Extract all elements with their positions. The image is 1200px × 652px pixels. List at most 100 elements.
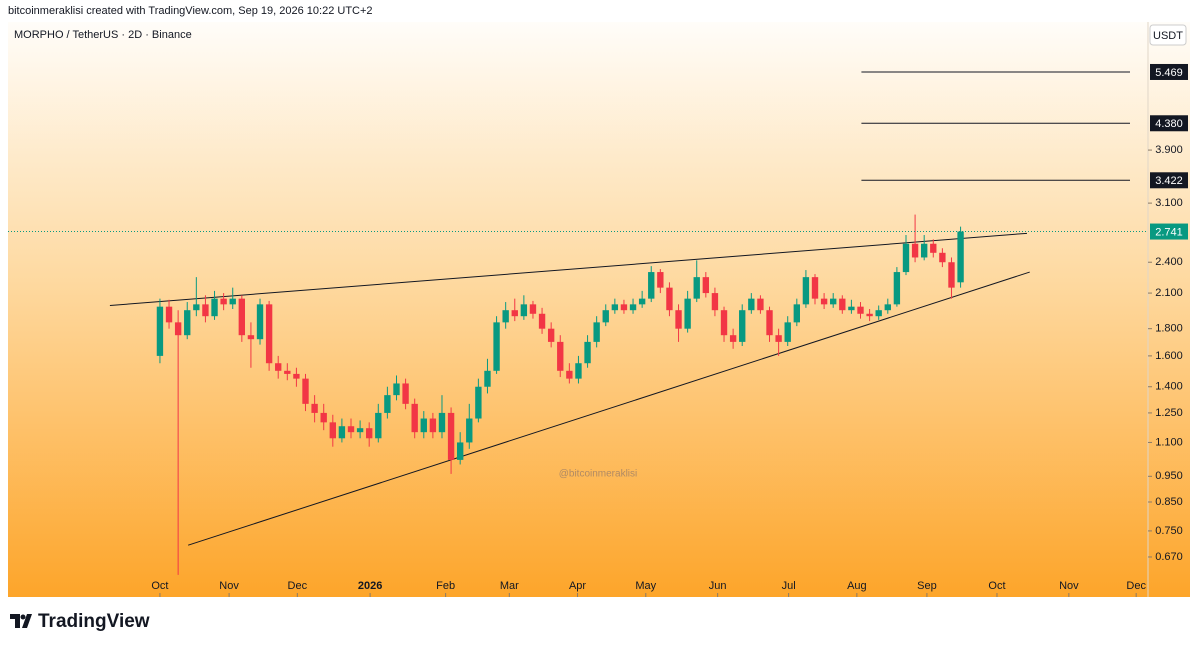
candle-body xyxy=(811,277,819,299)
y-tick-label: 1.800 xyxy=(1155,323,1183,335)
candle-body xyxy=(475,386,482,419)
x-tick-label: Oct xyxy=(988,580,1005,592)
candle-body xyxy=(293,373,300,379)
candle-body xyxy=(693,277,700,299)
candle-body xyxy=(557,341,564,371)
candle-body xyxy=(611,304,619,311)
candle-body xyxy=(384,395,391,413)
level-label: 5.469 xyxy=(1155,67,1183,79)
candle-body xyxy=(184,310,191,336)
symbol-label: MORPHO / TetherUS · 2D · Binance xyxy=(14,29,192,41)
candle-body xyxy=(165,306,173,323)
candle-body xyxy=(547,328,555,342)
candle-body xyxy=(566,370,573,379)
candle-body xyxy=(720,310,728,336)
x-tick-label: Dec xyxy=(1126,580,1146,592)
candle-body xyxy=(757,298,764,311)
candle-body xyxy=(911,243,919,258)
candle-body xyxy=(402,383,409,404)
y-tick-label: 1.250 xyxy=(1155,407,1183,419)
candle-body xyxy=(393,383,400,396)
candle-body xyxy=(193,304,200,311)
x-tick-label: Feb xyxy=(436,580,455,592)
candle-body xyxy=(629,304,637,311)
candle-body xyxy=(602,310,609,323)
x-tick-label: Jun xyxy=(709,580,727,592)
candle-body xyxy=(748,298,755,311)
x-tick-label: Nov xyxy=(219,580,239,592)
candle-body xyxy=(229,298,236,305)
candle-body xyxy=(329,422,336,439)
candle-body xyxy=(493,322,500,371)
level-badge xyxy=(1150,172,1188,189)
x-tick-label: 2026 xyxy=(358,580,382,592)
candle-body xyxy=(484,370,491,387)
last-price-badge xyxy=(1150,223,1188,240)
candle-body xyxy=(648,272,655,299)
candle-body xyxy=(211,298,218,317)
candle-body xyxy=(666,287,673,311)
candle-body xyxy=(884,304,891,311)
y-tick-label: 0.750 xyxy=(1155,525,1183,537)
candle-body xyxy=(575,363,582,379)
y-tick-label: 3.100 xyxy=(1155,197,1183,209)
candle-body xyxy=(156,306,164,356)
currency-label: USDT xyxy=(1153,30,1183,42)
candle-body xyxy=(466,418,473,443)
candle-body xyxy=(247,335,255,340)
candle-body xyxy=(948,262,955,288)
x-tick-label: Aug xyxy=(847,580,867,592)
x-tick-label: Jul xyxy=(782,580,796,592)
level-badge xyxy=(1150,63,1188,80)
candle-body xyxy=(857,306,864,314)
candle-body xyxy=(420,418,427,433)
candle-body xyxy=(593,322,600,342)
x-tick-label: May xyxy=(635,580,656,592)
candle-body xyxy=(447,412,455,460)
candle-body xyxy=(256,304,264,340)
candle-body xyxy=(429,418,437,433)
x-tick-label: Oct xyxy=(151,580,168,592)
plot: 0.670 0.750 0.850 0.950 1.100 1.250 1.400 1.600… xyxy=(8,63,1188,597)
trendline xyxy=(187,271,1030,546)
candle-body xyxy=(265,304,273,364)
y-tick-label: 1.600 xyxy=(1155,350,1183,362)
candle-body xyxy=(338,426,346,439)
candle-body xyxy=(711,293,719,311)
tv-logo-icon xyxy=(10,614,32,628)
candle-body xyxy=(284,370,291,374)
candle-body xyxy=(375,412,382,439)
candle-body xyxy=(702,277,710,294)
candle-body xyxy=(957,231,964,283)
footer-brand: TradingView xyxy=(38,611,150,632)
x-tick-label: Sep xyxy=(917,580,937,592)
x-tick-label: Dec xyxy=(288,580,308,592)
trendline xyxy=(109,232,1028,307)
candle-body xyxy=(366,428,373,439)
candle-body xyxy=(739,310,746,342)
candle-body xyxy=(638,298,646,305)
candle-body xyxy=(766,310,773,336)
candle-body xyxy=(275,363,282,371)
candle-body xyxy=(902,243,910,273)
candle-body xyxy=(684,298,691,329)
x-tick-label: Apr xyxy=(569,580,586,592)
header-text: bitcoinmeraklisi created with TradingVie… xyxy=(8,5,373,17)
candle-body xyxy=(657,272,664,288)
candle-body xyxy=(456,442,464,460)
candle-body xyxy=(930,243,937,253)
y-tick-label: 0.850 xyxy=(1155,496,1183,508)
candle-body xyxy=(675,310,682,329)
candle-body xyxy=(830,298,837,305)
candle-body xyxy=(793,304,800,323)
candle-body xyxy=(729,335,737,342)
candle-body xyxy=(921,243,928,258)
chart-background xyxy=(8,22,1190,597)
candle-body xyxy=(511,310,518,317)
y-tick-label: 1.400 xyxy=(1155,381,1183,393)
x-tick-label: Mar xyxy=(500,580,519,592)
candle-body xyxy=(311,403,318,413)
candle-body xyxy=(356,428,364,433)
y-tick-label: 2.100 xyxy=(1155,287,1183,299)
